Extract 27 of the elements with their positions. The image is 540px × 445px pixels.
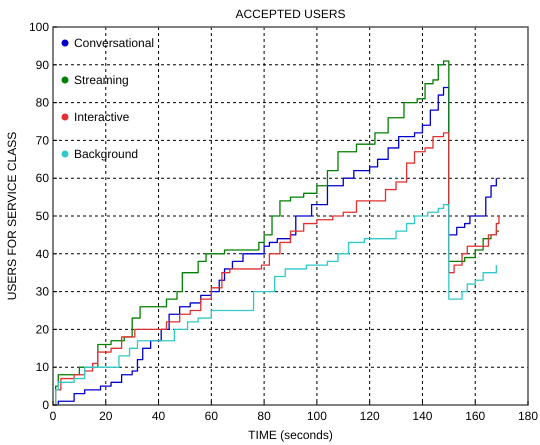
- legend-label: Conversational: [74, 36, 154, 50]
- x-tick-label: 120: [360, 409, 380, 423]
- y-tick-label: 100: [28, 20, 50, 34]
- x-tick-label: 20: [99, 409, 113, 423]
- y-tick-label: 10: [36, 360, 50, 374]
- legend-label: Streaming: [74, 73, 129, 87]
- y-tick-label: 0: [42, 398, 50, 412]
- x-tick-label: 60: [204, 409, 218, 423]
- y-tick-label: 20: [36, 322, 50, 336]
- y-tick-label: 60: [36, 171, 50, 186]
- legend-label: Interactive: [74, 110, 130, 124]
- y-tick-label: 50: [36, 209, 50, 223]
- y-tick-label: 70: [36, 133, 50, 148]
- chart-title: ACCEPTED USERS: [235, 7, 346, 21]
- x-axis-title: TIME (seconds): [248, 428, 333, 442]
- y-tick-label: 40: [36, 246, 50, 261]
- y-axis-title: USERS FOR SERVICE CLASS: [5, 132, 19, 300]
- legend-label: Background: [74, 147, 138, 161]
- x-tick-label: 80: [257, 409, 272, 423]
- x-tick-label: 140: [412, 409, 433, 423]
- x-tick-label: 180: [518, 409, 538, 423]
- x-tick-label: 160: [465, 409, 486, 423]
- y-tick-label: 80: [36, 96, 50, 110]
- x-tick-label: 40: [152, 409, 166, 423]
- y-tick-label: 90: [36, 58, 50, 72]
- y-tick-label: 30: [36, 284, 50, 299]
- x-tick-label: 100: [306, 409, 328, 423]
